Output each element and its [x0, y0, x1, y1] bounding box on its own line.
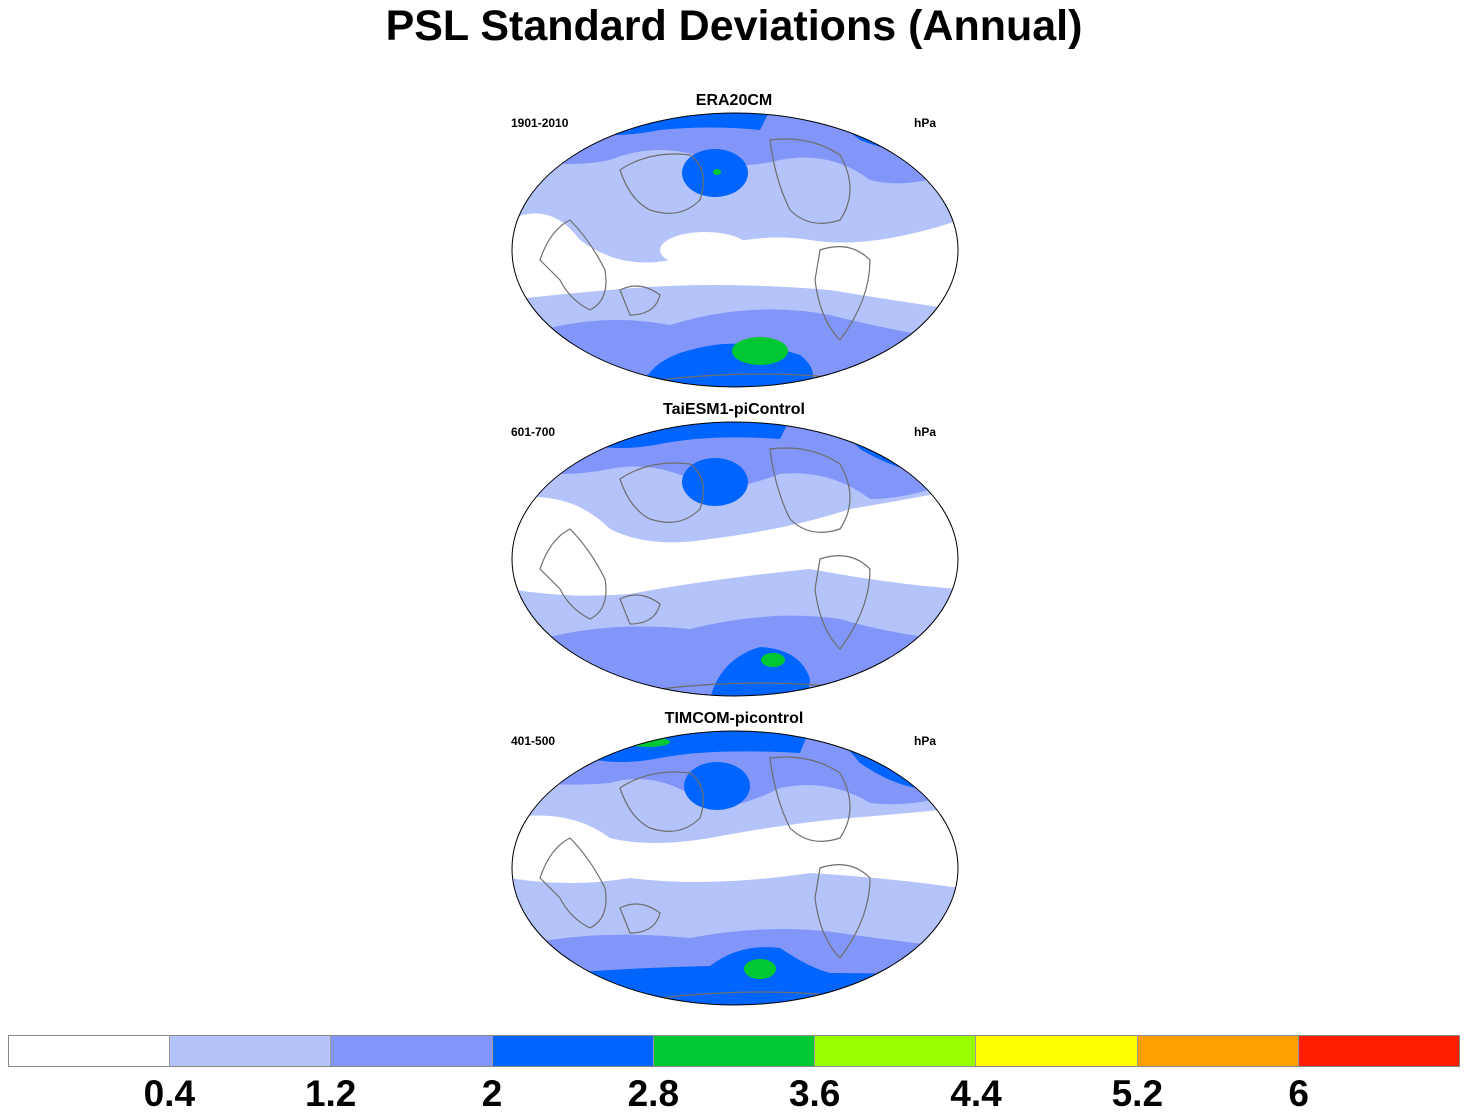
colorbar-level-label: 3.6 [788, 1073, 841, 1114]
colorbar-box [815, 1036, 977, 1066]
panel-units: hPa [914, 116, 937, 130]
panel-units: hPa [914, 734, 937, 748]
colorbar-level-label: 0.4 [143, 1073, 196, 1114]
colorbar-level-label: 4.4 [950, 1073, 1002, 1114]
map-panel-timcom: TIMCOM-picontrol 401-500 hPa [0, 710, 1468, 1010]
map-panel-era20cm: ERA20CM 1901-2010 hPa [0, 92, 1468, 392]
panel-period: 401-500 [511, 734, 556, 748]
colorbar-box [9, 1036, 171, 1066]
colorbar-box [492, 1036, 654, 1066]
figure-title: PSL Standard Deviations (Annual) [385, 2, 1083, 50]
colorbar-level-label: 2 [481, 1073, 503, 1114]
panel-title: TaiESM1-piControl [663, 401, 805, 418]
colorbar-box [653, 1036, 816, 1066]
colorbar-level-label: 5.2 [1111, 1073, 1164, 1114]
colorbar [8, 1035, 1460, 1067]
psl-std-map [511, 730, 959, 1006]
colorbar-box [1137, 1036, 1299, 1066]
panel-period: 1901-2010 [511, 116, 569, 130]
colorbar-box [1298, 1036, 1459, 1066]
panel-title: TIMCOM-picontrol [664, 710, 804, 727]
panel-units: hPa [914, 425, 937, 439]
psl-std-map [511, 421, 959, 697]
panel-title: ERA20CM [695, 92, 773, 109]
panel-period: 601-700 [511, 425, 556, 439]
colorbar-level-label: 2.8 [627, 1073, 680, 1114]
psl-std-map [511, 112, 959, 388]
colorbar-level-label: 1.2 [304, 1073, 357, 1114]
colorbar-level-label: 6 [1288, 1073, 1309, 1114]
colorbar-box [976, 1036, 1138, 1066]
colorbar-box [170, 1036, 332, 1066]
colorbar-box [331, 1036, 493, 1066]
map-panel-taiesm1: TaiESM1-piControl 601-700 hPa [0, 401, 1468, 701]
